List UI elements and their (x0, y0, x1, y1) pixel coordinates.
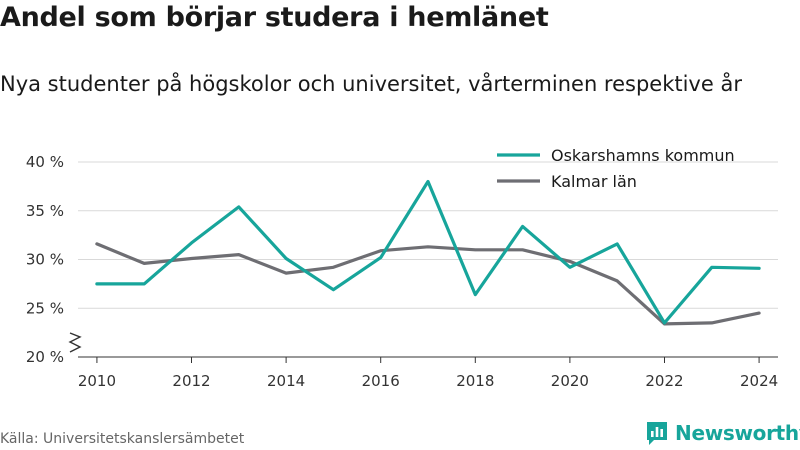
x-tick-label: 2010 (78, 372, 116, 390)
chart-title: Andel som börjar studera i hemlänet (0, 2, 549, 33)
legend-label: Kalmar län (551, 172, 637, 191)
brand-name: Newsworthy (675, 421, 800, 445)
x-tick-label: 2020 (551, 372, 589, 390)
y-tick-label: 30 % (26, 251, 64, 269)
series-line-kalmar-lan (95, 242, 761, 326)
x-tick-label: 2014 (267, 372, 305, 390)
y-tick-label: 20 % (26, 348, 64, 366)
series-line-oskarshamn (95, 179, 761, 325)
x-tick-label: 2018 (456, 372, 494, 390)
x-tick-label: 2012 (172, 372, 210, 390)
newsworthy-logo-icon (647, 422, 667, 445)
brand-logo: Newsworthy (645, 418, 800, 448)
x-tick-label: 2016 (362, 372, 400, 390)
axis-break-icon (68, 332, 82, 353)
chart-subtitle: Nya studenter på högskolor och universit… (0, 72, 742, 96)
x-tick-label: 2022 (645, 372, 683, 390)
y-tick-label: 25 % (26, 299, 64, 317)
y-tick-label: 40 % (26, 153, 64, 171)
y-tick-label: 35 % (26, 202, 64, 220)
legend-label: Oskarshamns kommun (551, 146, 735, 165)
source-note: Källa: Universitetskanslersämbetet (0, 431, 245, 447)
x-tick-label: 2024 (740, 372, 778, 390)
